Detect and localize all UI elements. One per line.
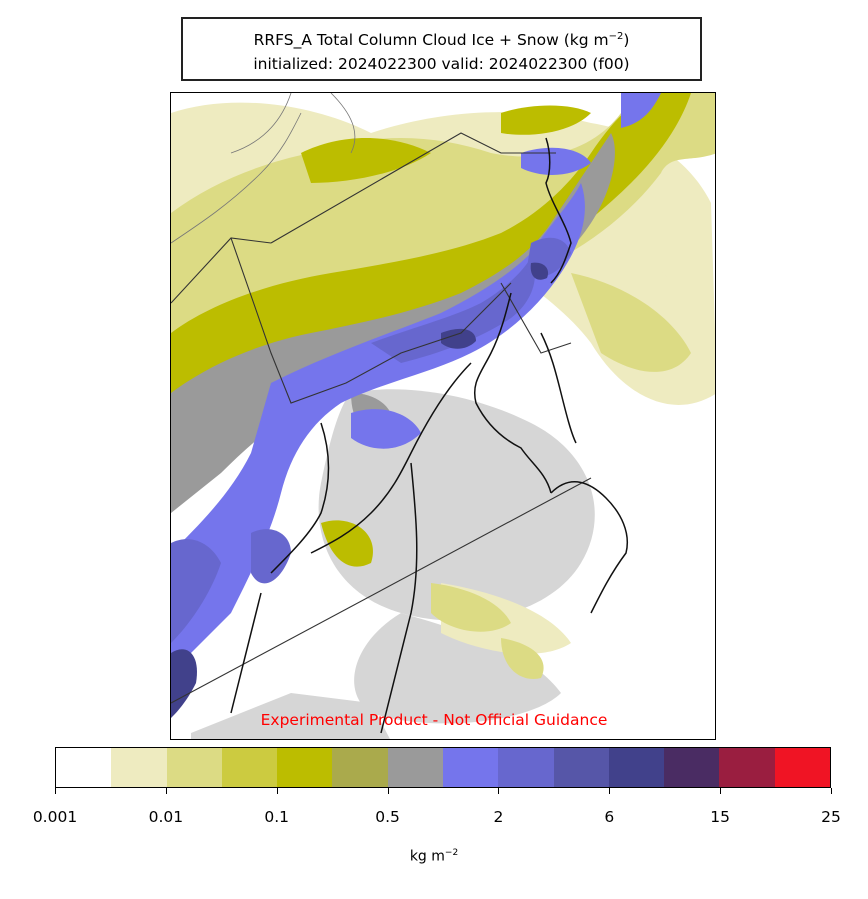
colorbar-tick-label: 0.5 bbox=[375, 808, 400, 826]
map-panel bbox=[170, 92, 716, 740]
colorbar-unit-label: kg m−2 bbox=[409, 848, 459, 865]
coastline bbox=[230, 137, 628, 734]
colorbar-swatch bbox=[111, 748, 167, 787]
map-title: RRFS_A Total Column Cloud Ice + Snow (kg… bbox=[181, 17, 702, 81]
colorbar-tick-label: 2 bbox=[493, 808, 504, 826]
colorbar-swatch bbox=[387, 748, 443, 787]
colorbar-tick bbox=[276, 788, 278, 794]
colorbar-tick-label: 6 bbox=[604, 808, 615, 826]
colorbar-swatch bbox=[774, 748, 830, 787]
colorbar-tick bbox=[165, 788, 167, 794]
colorbar-swatch bbox=[221, 748, 278, 787]
colorbar-tick bbox=[498, 788, 500, 794]
colorbar-swatch bbox=[166, 748, 222, 787]
colorbar bbox=[55, 747, 831, 788]
colorbar-tick-label: 25 bbox=[821, 808, 841, 826]
colorbar-tick bbox=[609, 788, 611, 794]
colorbar-tick-label: 0.1 bbox=[264, 808, 290, 826]
colorbar-swatch bbox=[442, 748, 499, 787]
colorbar-tick bbox=[387, 788, 389, 794]
colorbar-swatch bbox=[277, 748, 333, 787]
colorbar-tick bbox=[720, 788, 722, 794]
colorbar-swatch bbox=[553, 748, 609, 787]
title-line-2: initialized: 2024022300 valid: 202402230… bbox=[253, 55, 630, 74]
colorbar-tick-label: 0.01 bbox=[148, 808, 184, 826]
colorbar-swatch bbox=[719, 748, 775, 787]
colorbar-swatch bbox=[608, 748, 665, 787]
field-deep-blue bbox=[171, 262, 549, 718]
colorbar-tick-label: 15 bbox=[710, 808, 730, 826]
colorbar-swatch bbox=[498, 748, 554, 787]
colorbar-swatch bbox=[56, 748, 112, 787]
experimental-watermark: Experimental Product - Not Official Guid… bbox=[260, 711, 608, 729]
title-line-1: RRFS_A Total Column Cloud Ice + Snow (kg… bbox=[253, 31, 630, 50]
colorbar-tick-label: 0.001 bbox=[32, 808, 78, 826]
state-borders bbox=[171, 132, 592, 704]
colorbar-swatch bbox=[664, 748, 720, 787]
county-lines bbox=[171, 93, 356, 244]
colorbar-swatch bbox=[332, 748, 388, 787]
map-canvas bbox=[171, 93, 715, 739]
colorbar-tick bbox=[831, 788, 832, 794]
colorbar-tick bbox=[55, 788, 56, 794]
